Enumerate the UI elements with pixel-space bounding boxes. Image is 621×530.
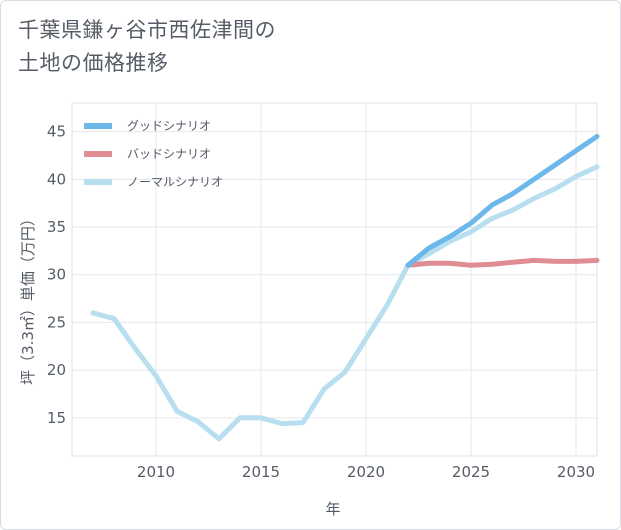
y-tick-label: 15 [47,409,66,427]
series-line-1 [405,257,600,268]
series-line-0 [405,133,600,268]
x-tick-label: 2025 [452,463,490,481]
legend-label: グッドシナリオ [127,119,211,133]
x-tick-label: 2030 [557,463,595,481]
grid-lines [71,102,598,457]
chart-title-line2: 土地の価格推移 [18,51,169,75]
x-tick-label: 2010 [137,463,175,481]
series-line-2 [90,164,600,442]
series-lines [90,133,600,442]
chart-title-line1: 千葉県鎌ヶ谷市西佐津間の [18,18,276,42]
legend-label: ノーマルシナリオ [127,175,223,189]
legend-label: バッドシナリオ [127,147,211,161]
y-tick-label: 35 [47,218,66,236]
plot-area [71,102,598,457]
y-tick-label: 25 [47,313,66,331]
x-tick-label: 2015 [242,463,280,481]
x-axis-ticks: 2010 2015 2020 2025 2030 [137,463,595,481]
y-tick-label: 40 [47,170,66,188]
x-axis-title: 年 [325,500,340,518]
y-tick-label: 20 [47,361,66,379]
x-tick-label: 2020 [347,463,385,481]
chart-title: 千葉県鎌ヶ谷市西佐津間の 土地の価格推移 [18,14,276,80]
y-axis-title: 坪（3.3㎡）単価（万円） [19,211,37,385]
y-axis-ticks: 15 20 25 30 35 40 45 [47,123,66,427]
y-tick-label: 45 [47,123,66,141]
y-tick-label: 30 [47,266,66,284]
